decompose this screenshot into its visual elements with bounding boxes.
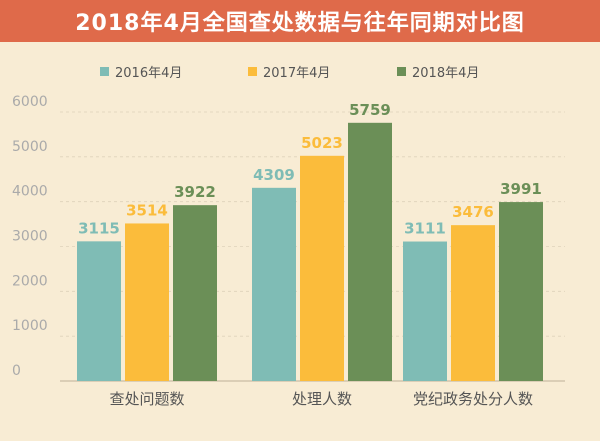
data-label-0-2: 3922 <box>174 183 216 201</box>
data-label-1-2: 5759 <box>349 101 391 119</box>
legend-swatch-2016 <box>100 67 109 76</box>
bar-1-2 <box>348 122 392 381</box>
data-label-2-2: 3991 <box>500 180 542 198</box>
bar-2-0 <box>403 241 447 381</box>
data-label-0-0: 3115 <box>78 219 120 237</box>
y-tick-label-6000: 6000 <box>12 94 48 110</box>
category-label-1: 处理人数 <box>292 390 352 408</box>
bar-1-0 <box>252 187 296 381</box>
data-label-2-1: 3476 <box>452 203 494 221</box>
data-label-1-0: 4309 <box>253 166 295 184</box>
bar-0-2 <box>173 205 217 381</box>
category-label-0: 查处问题数 <box>109 390 184 408</box>
data-label-2-0: 3111 <box>404 220 446 238</box>
category-label-2: 党纪政务处分人数 <box>413 390 533 408</box>
y-tick-label-3000: 3000 <box>12 229 48 245</box>
chart-title: 2018年4月全国查处数据与往年同期对比图 <box>0 0 600 42</box>
legend-label-2016: 2016年4月 <box>115 66 183 81</box>
legend-item-2018: 2018年4月 <box>397 62 479 81</box>
legend-item-2017: 2017年4月 <box>248 62 330 81</box>
data-label-0-1: 3514 <box>126 201 168 219</box>
bar-0-1 <box>125 223 169 381</box>
y-tick-label-0: 0 <box>12 363 21 379</box>
legend-label-2018: 2018年4月 <box>412 66 480 81</box>
bar-1-1 <box>300 155 344 381</box>
bar-0-0 <box>77 241 121 381</box>
legend-swatch-2017 <box>248 67 257 76</box>
legend-swatch-2018 <box>397 67 406 76</box>
data-label-1-1: 5023 <box>301 134 343 152</box>
y-tick-label-5000: 5000 <box>12 139 48 155</box>
bar-2-1 <box>451 225 495 381</box>
bar-2-2 <box>499 202 543 381</box>
legend-item-2016: 2016年4月 <box>100 62 182 81</box>
legend: 2016年4月 2017年4月 2018年4月 <box>0 62 600 84</box>
y-tick-label-1000: 1000 <box>12 318 48 334</box>
y-tick-label-2000: 2000 <box>12 273 48 289</box>
y-tick-label-4000: 4000 <box>12 184 48 200</box>
legend-label-2017: 2017年4月 <box>263 66 331 81</box>
